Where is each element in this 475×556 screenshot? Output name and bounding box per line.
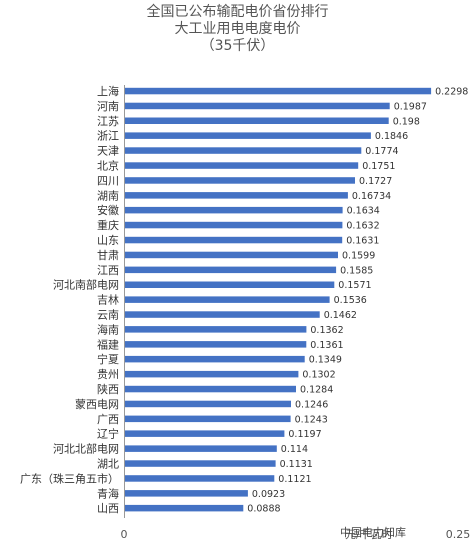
bar-15 [125,311,320,318]
value-label-13: 0.1571 [338,280,371,291]
bar-19 [125,370,299,378]
bar-21 [125,400,291,408]
bar-28 [125,504,244,512]
category-label-12: 江西 [97,264,119,277]
value-labels: 0.2298 0.1987 0.198 0.1846 0.1774 0.1751 0.172… [247,87,468,515]
category-label-17: 福建 [97,337,119,351]
category-label-15: 云南 [97,309,119,322]
bar-20 [125,385,296,393]
bar-6 [125,177,355,184]
category-label-5: 北京 [97,159,119,173]
value-label-28: 0.0888 [247,504,280,515]
x-unit-label: 元/千瓦时 [345,528,393,541]
value-label-11: 0.1599 [342,250,375,261]
bar-8 [125,206,343,214]
category-label-1: 河南 [97,100,119,113]
value-label-21: 0.1246 [295,399,328,410]
category-label-0: 上海 [97,84,119,98]
value-label-25: 0.1131 [280,459,313,470]
value-label-8: 0.1634 [347,206,380,217]
value-label-6: 0.1727 [359,176,392,187]
bar-27 [125,490,248,497]
bars-layer [125,87,432,512]
bar-10 [125,236,343,244]
category-label-2: 江苏 [97,115,119,128]
bar-4 [125,147,362,154]
bar-17 [125,341,307,348]
bar-7 [125,192,348,199]
bar-23 [125,430,285,437]
chart-title-line-1: 全国已公布输配电价省份排行 [146,4,329,20]
value-label-7: 0.16734 [352,191,391,202]
category-label-14: 吉林 [97,293,119,307]
value-label-3: 0.1846 [375,131,408,142]
value-label-17: 0.1361 [310,340,343,351]
value-label-14: 0.1536 [334,295,367,306]
category-label-13: 河北南部电网 [53,278,119,292]
x-tick-label-0: 0 [121,528,128,541]
bar-24 [125,445,277,452]
value-label-23: 0.1197 [288,429,321,440]
value-label-26: 0.1121 [278,474,311,485]
bar-9 [125,221,343,229]
bar-5 [125,162,359,169]
value-label-16: 0.1362 [310,325,343,336]
value-label-22: 0.1243 [295,414,328,425]
value-label-19: 0.1302 [302,370,335,381]
category-label-18: 宁夏 [97,352,119,366]
value-label-27: 0.0923 [252,489,285,500]
watermark-text: 中国电力知库 [340,526,406,539]
bar-1 [125,102,390,110]
value-label-0: 0.2298 [435,87,468,98]
x-tick-label-end: 0.25 [446,528,471,541]
category-label-23: 辽宁 [97,427,119,441]
category-label-7: 湖南 [97,189,119,202]
category-label-26: 广东（珠三角五市） [20,471,119,485]
chart-title-line-3: （35千伏） [200,38,275,54]
value-label-1: 0.1987 [394,101,427,112]
bar-14 [125,296,330,303]
bar-18 [125,355,305,363]
category-label-25: 湖北 [97,458,119,471]
value-label-10: 0.1631 [346,236,379,247]
category-label-27: 青海 [97,486,119,500]
category-label-9: 重庆 [97,218,119,232]
value-label-20: 0.1284 [300,385,333,396]
category-label-4: 天津 [97,145,119,158]
value-label-24: 0.114 [281,444,308,455]
value-label-15: 0.1462 [324,310,357,321]
chart-title: 全国已公布输配电价省份排行 大工业用电电度电价 （35千伏） [0,4,475,55]
category-label-3: 浙江 [97,130,119,143]
category-label-24: 河北北部电网 [53,442,119,456]
value-label-2: 0.198 [393,116,420,127]
value-label-5: 0.1751 [362,161,395,172]
bar-2 [125,117,389,124]
category-label-8: 安徽 [97,203,119,217]
bar-0 [125,87,432,95]
chart-title-line-2: 大工业用电电度电价 [174,21,301,37]
category-label-19: 贵州 [97,368,119,381]
category-label-21: 蒙西电网 [75,398,119,411]
value-label-9: 0.1632 [346,221,379,232]
value-label-4: 0.1774 [365,146,398,157]
value-label-18: 0.1349 [309,355,342,366]
bar-16 [125,326,307,333]
category-label-28: 山西 [97,502,119,515]
category-labels: 上海河南江苏浙江天津北京四川湖南安徽重庆山东甘肃江西河北南部电网吉林云南海南福建… [20,84,119,515]
bar-12 [125,266,337,274]
bar-22 [125,415,291,423]
category-label-22: 广西 [97,413,119,426]
category-label-10: 山东 [97,234,119,247]
bar-3 [125,132,371,139]
bar-26 [125,475,275,482]
category-label-16: 海南 [97,322,119,336]
category-label-20: 陕西 [97,382,119,396]
bar-25 [125,460,276,467]
bar-11 [125,251,338,259]
category-label-11: 甘肃 [97,249,119,262]
value-label-12: 0.1585 [340,265,373,276]
category-label-6: 四川 [97,174,119,187]
bar-13 [125,281,335,288]
